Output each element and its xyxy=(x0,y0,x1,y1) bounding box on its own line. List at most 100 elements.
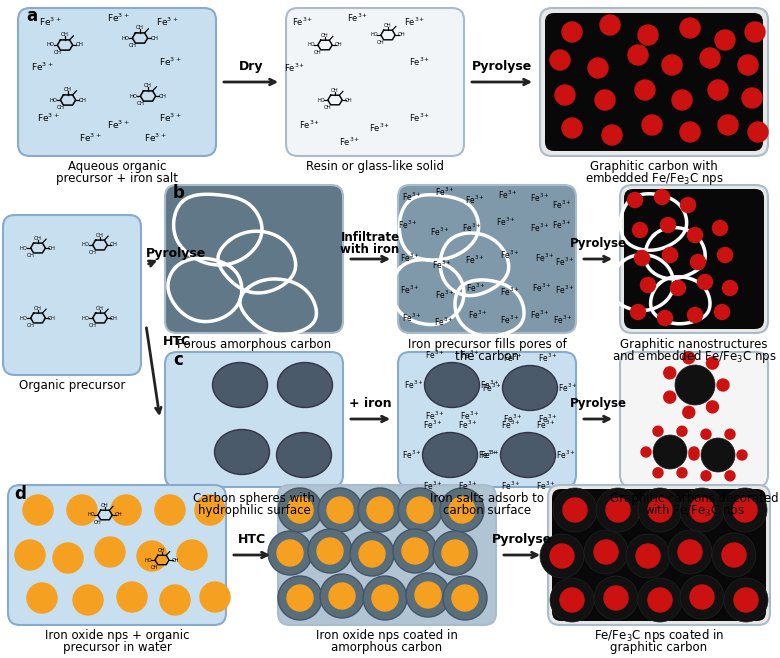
Text: HO: HO xyxy=(20,315,27,320)
Text: Fe$^{3+}$: Fe$^{3+}$ xyxy=(435,289,455,301)
Circle shape xyxy=(317,538,343,564)
Circle shape xyxy=(718,115,738,135)
Circle shape xyxy=(415,582,441,608)
Circle shape xyxy=(550,544,574,568)
Text: OH: OH xyxy=(345,97,353,103)
Circle shape xyxy=(680,18,700,38)
Text: OH: OH xyxy=(79,97,87,103)
Text: OH: OH xyxy=(89,323,97,328)
Text: Fe$^{3+}$: Fe$^{3+}$ xyxy=(370,122,391,134)
Circle shape xyxy=(733,498,757,522)
Text: with Fe/Fe$_3$C nps: with Fe/Fe$_3$C nps xyxy=(644,502,744,519)
Circle shape xyxy=(433,531,477,575)
Text: Fe$^{3+}$: Fe$^{3+}$ xyxy=(144,132,166,144)
Text: Fe$^{3+}$: Fe$^{3+}$ xyxy=(458,479,477,492)
Text: HO: HO xyxy=(82,243,90,247)
Circle shape xyxy=(550,578,594,622)
Text: Fe$^{3+}$: Fe$^{3+}$ xyxy=(402,312,422,324)
Circle shape xyxy=(725,470,735,481)
Text: Fe$^{3+}$: Fe$^{3+}$ xyxy=(463,222,482,234)
Text: Fe$^{3+}$: Fe$^{3+}$ xyxy=(37,112,59,124)
Circle shape xyxy=(642,115,662,135)
Circle shape xyxy=(452,585,478,611)
Circle shape xyxy=(640,278,655,293)
Circle shape xyxy=(15,540,45,570)
FancyBboxPatch shape xyxy=(540,8,768,156)
Text: Pyrolyse: Pyrolyse xyxy=(569,237,626,250)
Text: Iron salts adsorb to: Iron salts adsorb to xyxy=(430,492,544,505)
Circle shape xyxy=(604,586,628,610)
Circle shape xyxy=(648,498,672,522)
Circle shape xyxy=(690,255,705,270)
Circle shape xyxy=(407,497,433,523)
Circle shape xyxy=(668,530,712,574)
Circle shape xyxy=(722,280,738,295)
FancyBboxPatch shape xyxy=(286,8,464,156)
Text: Fe$^{3+}$: Fe$^{3+}$ xyxy=(555,256,575,268)
Circle shape xyxy=(712,220,728,236)
Circle shape xyxy=(329,583,355,609)
Circle shape xyxy=(350,532,394,576)
Circle shape xyxy=(200,582,230,612)
Circle shape xyxy=(689,450,699,460)
Circle shape xyxy=(707,357,718,369)
Text: Fe$^{3+}$: Fe$^{3+}$ xyxy=(410,112,431,124)
Text: Fe$^{3+}$: Fe$^{3+}$ xyxy=(431,226,450,238)
Text: a: a xyxy=(26,7,37,25)
Circle shape xyxy=(195,495,225,525)
Circle shape xyxy=(277,540,303,566)
Ellipse shape xyxy=(501,432,555,478)
Circle shape xyxy=(540,534,584,578)
FancyBboxPatch shape xyxy=(165,352,343,487)
Text: Fe$^{3+}$: Fe$^{3+}$ xyxy=(503,412,523,424)
Text: OH: OH xyxy=(324,105,332,110)
Circle shape xyxy=(633,222,647,238)
Circle shape xyxy=(358,488,402,532)
Text: Fe$^{3+}$: Fe$^{3+}$ xyxy=(425,409,445,422)
Circle shape xyxy=(682,406,695,418)
Text: Fe$^{3+}$: Fe$^{3+}$ xyxy=(465,254,485,266)
Text: OH: OH xyxy=(398,32,406,38)
Text: Iron oxide nps + organic: Iron oxide nps + organic xyxy=(44,629,190,642)
FancyBboxPatch shape xyxy=(8,485,226,625)
Text: Fe$^{3+}$: Fe$^{3+}$ xyxy=(537,412,557,424)
Text: Fe$^{3+}$: Fe$^{3+}$ xyxy=(156,16,179,28)
Circle shape xyxy=(671,280,686,295)
Text: Fe$^{3+}$: Fe$^{3+}$ xyxy=(285,62,306,74)
Text: graphitic carbon: graphitic carbon xyxy=(611,641,707,654)
Text: OH: OH xyxy=(385,23,392,28)
Text: OH: OH xyxy=(110,315,118,320)
Circle shape xyxy=(268,531,312,575)
Text: Fe$^{3+}$: Fe$^{3+}$ xyxy=(558,382,578,394)
Text: HO: HO xyxy=(20,245,27,251)
Circle shape xyxy=(27,583,57,613)
Circle shape xyxy=(653,426,663,436)
Text: Fe$^{3+}$: Fe$^{3+}$ xyxy=(30,61,53,73)
Circle shape xyxy=(724,578,768,622)
Text: Fe$^{3+}$: Fe$^{3+}$ xyxy=(404,379,424,392)
Circle shape xyxy=(402,538,428,564)
Text: Fe$^{3+}$: Fe$^{3+}$ xyxy=(300,119,321,131)
FancyBboxPatch shape xyxy=(624,189,764,329)
Text: c: c xyxy=(173,351,183,369)
Circle shape xyxy=(359,541,385,567)
Circle shape xyxy=(680,197,696,213)
Circle shape xyxy=(687,307,703,322)
Text: Fe$^{3+}$: Fe$^{3+}$ xyxy=(423,418,442,431)
Circle shape xyxy=(662,55,682,75)
Text: Iron precursor fills pores of: Iron precursor fills pores of xyxy=(408,338,566,351)
Circle shape xyxy=(563,498,587,522)
Circle shape xyxy=(327,497,353,523)
Text: Fe$^{3+}$: Fe$^{3+}$ xyxy=(423,479,442,492)
Circle shape xyxy=(553,488,597,532)
Circle shape xyxy=(627,193,643,207)
Text: Fe$^{3+}$: Fe$^{3+}$ xyxy=(555,284,575,296)
Circle shape xyxy=(555,85,575,105)
Text: HTC: HTC xyxy=(238,533,266,546)
Text: Fe$^{3+}$: Fe$^{3+}$ xyxy=(530,222,550,234)
FancyBboxPatch shape xyxy=(278,485,496,625)
Text: Aqueous organic: Aqueous organic xyxy=(68,160,166,173)
Circle shape xyxy=(680,488,724,532)
Text: OH: OH xyxy=(314,50,321,55)
FancyBboxPatch shape xyxy=(3,215,141,375)
